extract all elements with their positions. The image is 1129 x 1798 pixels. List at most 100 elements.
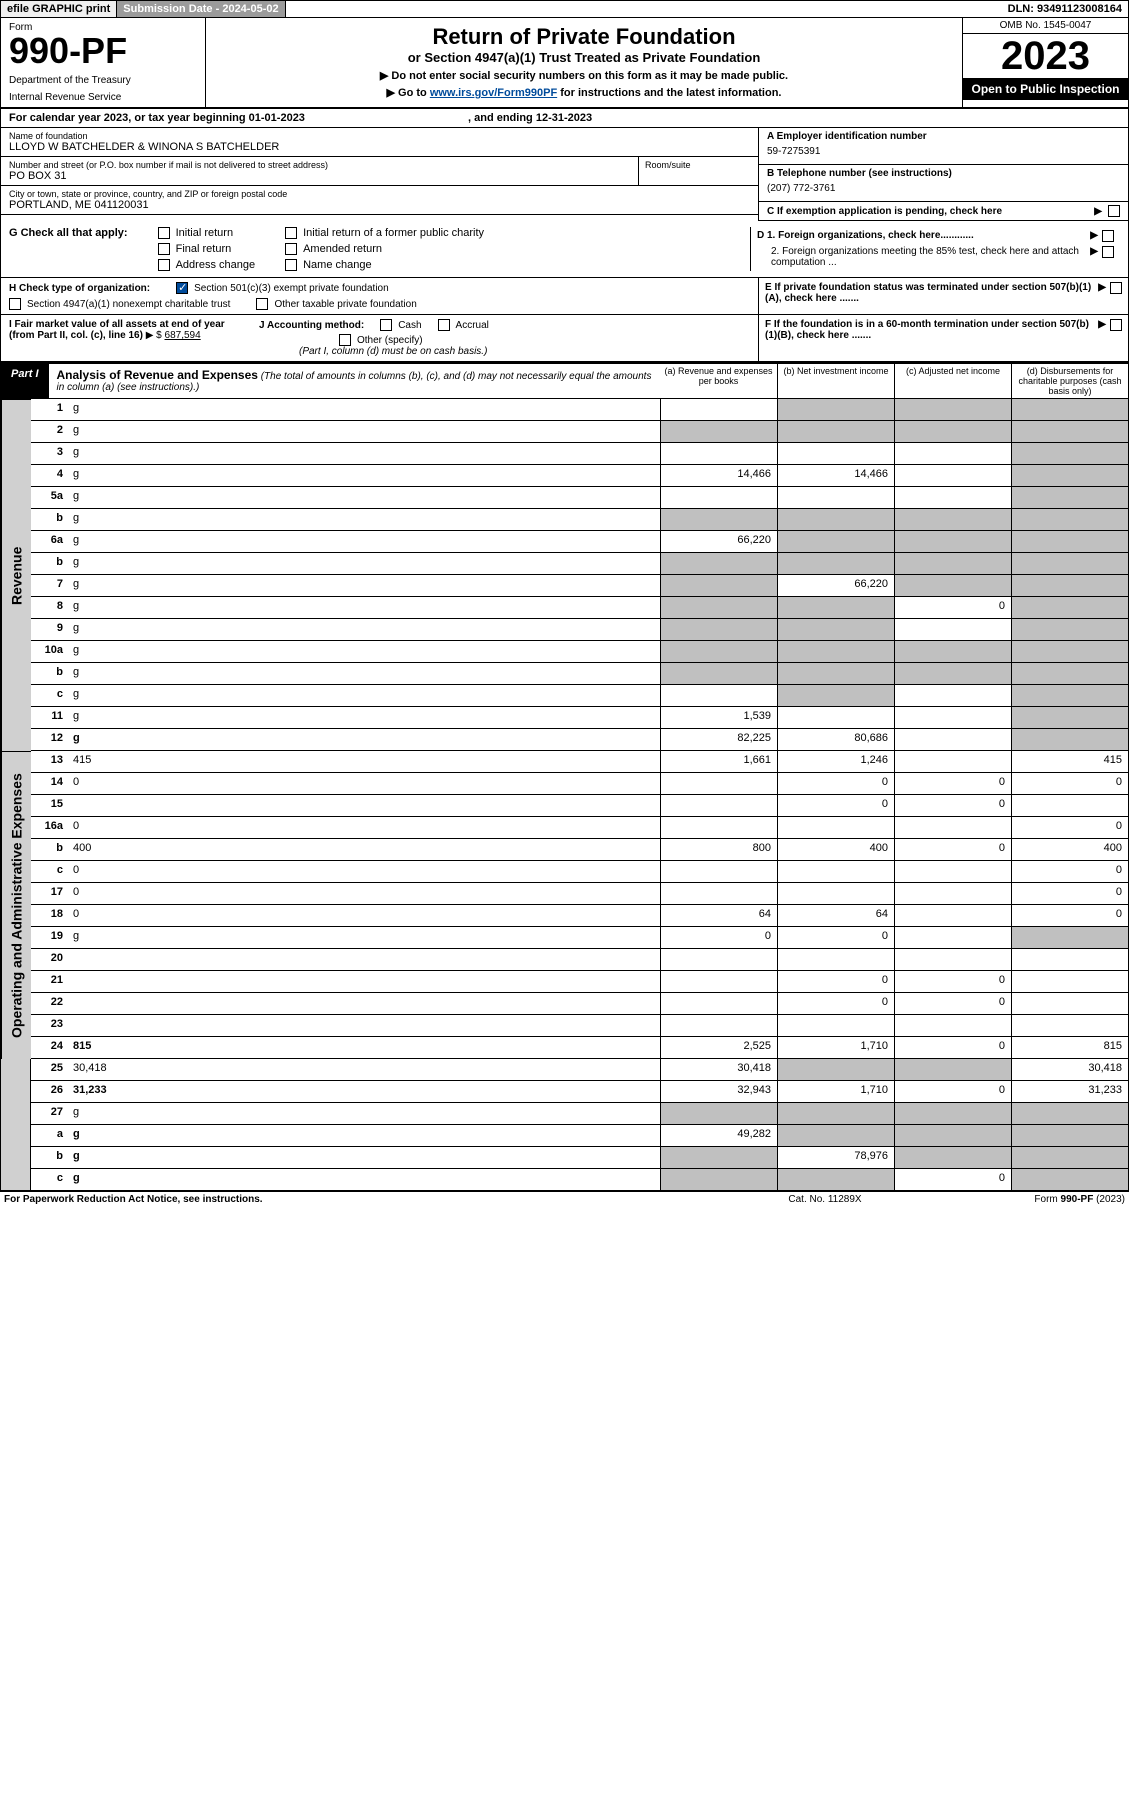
cell-value <box>894 707 1011 728</box>
cell-value: 64 <box>660 905 777 926</box>
cell-grey <box>660 641 777 662</box>
cell-grey <box>777 641 894 662</box>
c-label: C If exemption application is pending, c… <box>767 206 1088 217</box>
table-row: 18064640 <box>31 905 1128 927</box>
cell-grey <box>1011 575 1128 596</box>
row-desc: g <box>69 619 660 640</box>
cell-grey <box>1011 927 1128 948</box>
cell-value <box>777 817 894 838</box>
cell-grey <box>777 1169 894 1190</box>
table-row: 9g <box>31 619 1128 641</box>
cell-value: 0 <box>1011 861 1128 882</box>
table-row: 20 <box>31 949 1128 971</box>
chk-other-method[interactable] <box>339 334 351 346</box>
d2-checkbox[interactable] <box>1102 246 1114 258</box>
table-row: 12g82,22580,686 <box>31 729 1128 751</box>
table-row: bg <box>31 663 1128 685</box>
cell-value <box>660 861 777 882</box>
table-row: 6ag66,220 <box>31 531 1128 553</box>
row-num: 11 <box>31 707 69 728</box>
cell-grey <box>777 1125 894 1146</box>
part-1-title: Analysis of Revenue and Expenses <box>57 368 258 382</box>
cell-grey <box>777 1059 894 1080</box>
row-desc: 0 <box>69 861 660 882</box>
row-desc: g <box>69 443 660 464</box>
efile-label: efile GRAPHIC print <box>1 1 117 17</box>
cell-value: 0 <box>894 993 1011 1014</box>
cell-value: 64 <box>777 905 894 926</box>
cell-value <box>660 795 777 816</box>
cell-value <box>1011 993 1128 1014</box>
col-c-header: (c) Adjusted net income <box>894 364 1011 398</box>
cell-grey <box>1011 619 1128 640</box>
cell-value: 0 <box>1011 905 1128 926</box>
chk-cash[interactable] <box>380 319 392 331</box>
col-b-header: (b) Net investment income <box>777 364 894 398</box>
e-checkbox[interactable] <box>1110 282 1122 294</box>
row-desc: g <box>69 927 660 948</box>
cell-grey <box>1011 729 1128 750</box>
cell-value <box>777 949 894 970</box>
chk-amended[interactable] <box>285 243 297 255</box>
chk-accrual[interactable] <box>438 319 450 331</box>
instruction-2: ▶ Go to www.irs.gov/Form990PF for instru… <box>216 86 952 99</box>
footer-form: Form 990-PF (2023) <box>925 1194 1125 1205</box>
row-num: 2 <box>31 421 69 442</box>
col-d-header: (d) Disbursements for charitable purpose… <box>1011 364 1128 398</box>
table-row: 16a00 <box>31 817 1128 839</box>
row-desc <box>69 993 660 1014</box>
c-checkbox[interactable] <box>1108 205 1120 217</box>
form-link[interactable]: www.irs.gov/Form990PF <box>430 87 557 99</box>
cell-grey <box>894 509 1011 530</box>
chk-4947[interactable] <box>9 298 21 310</box>
row-desc: g <box>69 553 660 574</box>
table-row: bg <box>31 509 1128 531</box>
cell-grey <box>1011 509 1128 530</box>
table-row: 2631,23332,9431,710031,233 <box>31 1081 1128 1103</box>
row-desc: g <box>69 509 660 530</box>
cell-grey <box>777 685 894 706</box>
cell-grey <box>777 1103 894 1124</box>
row-num: 5a <box>31 487 69 508</box>
cell-value: 80,686 <box>777 729 894 750</box>
row-desc: g <box>69 663 660 684</box>
table-row: 5ag <box>31 487 1128 509</box>
cell-grey <box>1011 421 1128 442</box>
row-desc: g <box>69 1103 660 1124</box>
chk-final[interactable] <box>158 243 170 255</box>
cell-value <box>777 1015 894 1036</box>
chk-other-taxable[interactable] <box>256 298 268 310</box>
cell-value: 49,282 <box>660 1125 777 1146</box>
cell-value <box>777 883 894 904</box>
top-bar: efile GRAPHIC print Submission Date - 20… <box>0 0 1129 18</box>
cell-grey <box>1011 663 1128 684</box>
d1-checkbox[interactable] <box>1102 230 1114 242</box>
cell-value <box>894 905 1011 926</box>
row-desc: 31,233 <box>69 1081 660 1102</box>
chk-name[interactable] <box>285 259 297 271</box>
name-label: Name of foundation <box>9 131 750 141</box>
cell-grey <box>1011 1147 1128 1168</box>
chk-addr[interactable] <box>158 259 170 271</box>
row-desc: g <box>69 707 660 728</box>
row-desc: g <box>69 597 660 618</box>
table-row: c00 <box>31 861 1128 883</box>
cell-grey <box>1011 641 1128 662</box>
cell-value: 415 <box>1011 751 1128 772</box>
row-desc: g <box>69 729 660 750</box>
cell-grey <box>894 1147 1011 1168</box>
row-desc: 815 <box>69 1037 660 1058</box>
d1-label: D 1. Foreign organizations, check here..… <box>757 230 1086 242</box>
h-label: H Check type of organization: <box>9 283 150 294</box>
chk-initial[interactable] <box>158 227 170 239</box>
city-state-zip: PORTLAND, ME 041120031 <box>9 199 750 211</box>
cell-value: 1,661 <box>660 751 777 772</box>
j-label: J Accounting method: <box>259 320 364 331</box>
row-num: 27 <box>31 1103 69 1124</box>
cell-value: 0 <box>894 971 1011 992</box>
cell-grey <box>777 619 894 640</box>
row-num: 3 <box>31 443 69 464</box>
chk-initial-former[interactable] <box>285 227 297 239</box>
f-checkbox[interactable] <box>1110 319 1122 331</box>
chk-501c3[interactable] <box>176 282 188 294</box>
